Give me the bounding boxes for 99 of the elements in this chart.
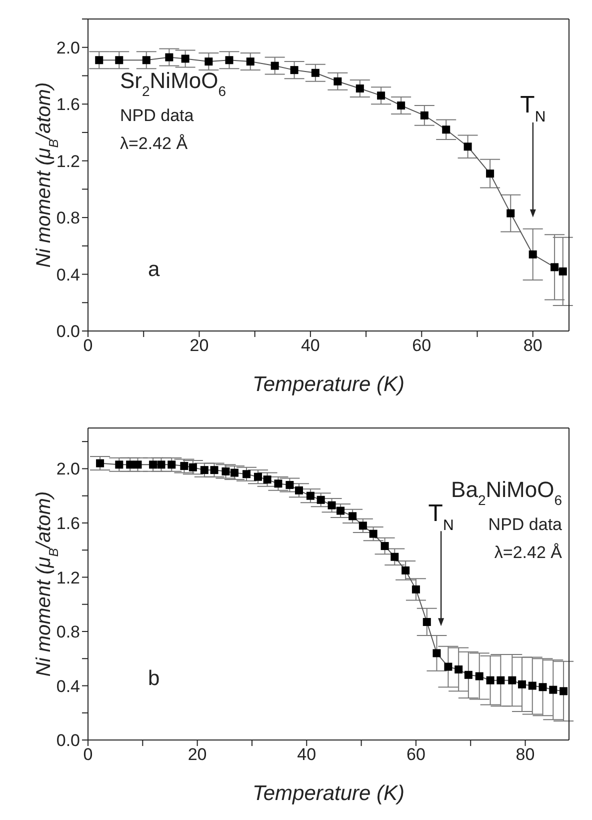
annotation: λ=2.42 Å [494,543,563,562]
point [311,68,320,77]
point [464,142,472,151]
point [230,468,238,477]
point [560,687,568,696]
point [464,670,472,679]
point [225,56,234,64]
y-tick-label: 0.4 [56,676,80,696]
annotation: λ=2.42 Å [120,134,188,153]
y-tick-label: 0.0 [56,731,80,750]
point [348,512,357,520]
x-tick-label: 20 [188,745,207,764]
point [290,66,298,74]
x-tick-label: 80 [523,336,542,356]
point [397,102,406,110]
x-tick-label: 40 [297,745,316,764]
point [246,58,254,66]
point [486,170,494,178]
annotation: T$_{N}$ [428,500,454,534]
point [270,62,279,70]
point [380,542,389,550]
point [412,585,420,594]
point [538,683,547,692]
point [454,665,463,674]
annotation: Sr$_{2}$NiMoO$_{6}$ [120,68,226,99]
point [486,676,494,684]
point [210,466,218,474]
annotation: NPD data [120,106,194,125]
point [286,480,294,489]
point [142,56,150,64]
y-tick-label: 1.2 [56,152,80,171]
y-tick-label: 1.2 [56,568,80,588]
point [222,467,230,476]
point [134,460,142,469]
point [200,466,208,474]
x-tick-label: 0 [83,745,93,764]
point [181,54,190,63]
y-tick-label: 2.0 [56,460,80,479]
point [358,522,367,530]
point [336,506,345,515]
annotation: T$_{N}$ [520,91,546,125]
point [496,676,505,684]
x-tick-label: 60 [406,745,426,764]
point [528,682,536,690]
y-tick-label: 2.0 [56,38,80,58]
point [444,662,452,671]
point [188,463,197,472]
point [254,472,262,481]
point [95,56,104,64]
point [369,530,378,538]
point [432,649,441,658]
x-tick-label: 20 [190,336,209,356]
annotation: a [148,258,160,281]
point [263,476,272,484]
point [390,552,399,561]
x-axis-title: Temperature (K) [252,373,405,396]
point [334,77,342,86]
point [402,566,410,574]
x-tick-label: 40 [300,336,320,356]
point [180,462,188,470]
point [294,486,303,494]
point [550,263,559,272]
y-tick-label: 1.6 [56,514,80,533]
point [506,209,515,218]
point [518,680,526,688]
x-tick-label: 0 [83,336,93,356]
point [204,58,213,66]
point [420,111,428,120]
annotation: b [148,667,160,690]
point [126,460,134,469]
point [316,496,325,504]
x-axis-title: Temperature (K) [252,782,405,805]
point [115,56,124,64]
x-tick-label: 60 [412,336,432,356]
point [168,460,176,469]
point [442,126,450,134]
point [475,672,484,680]
annotation: NPD data [488,515,563,534]
point [422,618,431,626]
y-tick-label: 0.0 [56,322,80,342]
point [242,470,251,478]
point [377,92,386,100]
point [508,676,516,684]
x-tick-label: 80 [516,745,535,764]
y-tick-label: 0.4 [56,265,80,284]
y-tick-label: 1.6 [56,95,80,114]
point [149,460,158,469]
point [549,686,558,694]
point [328,501,336,510]
annotation: Ba$_{2}$NiMoO$_{6}$ [451,477,562,508]
point [558,267,567,276]
point [306,492,314,500]
point [165,53,174,62]
point [115,460,124,469]
point [96,459,104,468]
point [356,84,364,92]
point [157,460,166,469]
point [528,250,537,258]
point [274,480,282,488]
